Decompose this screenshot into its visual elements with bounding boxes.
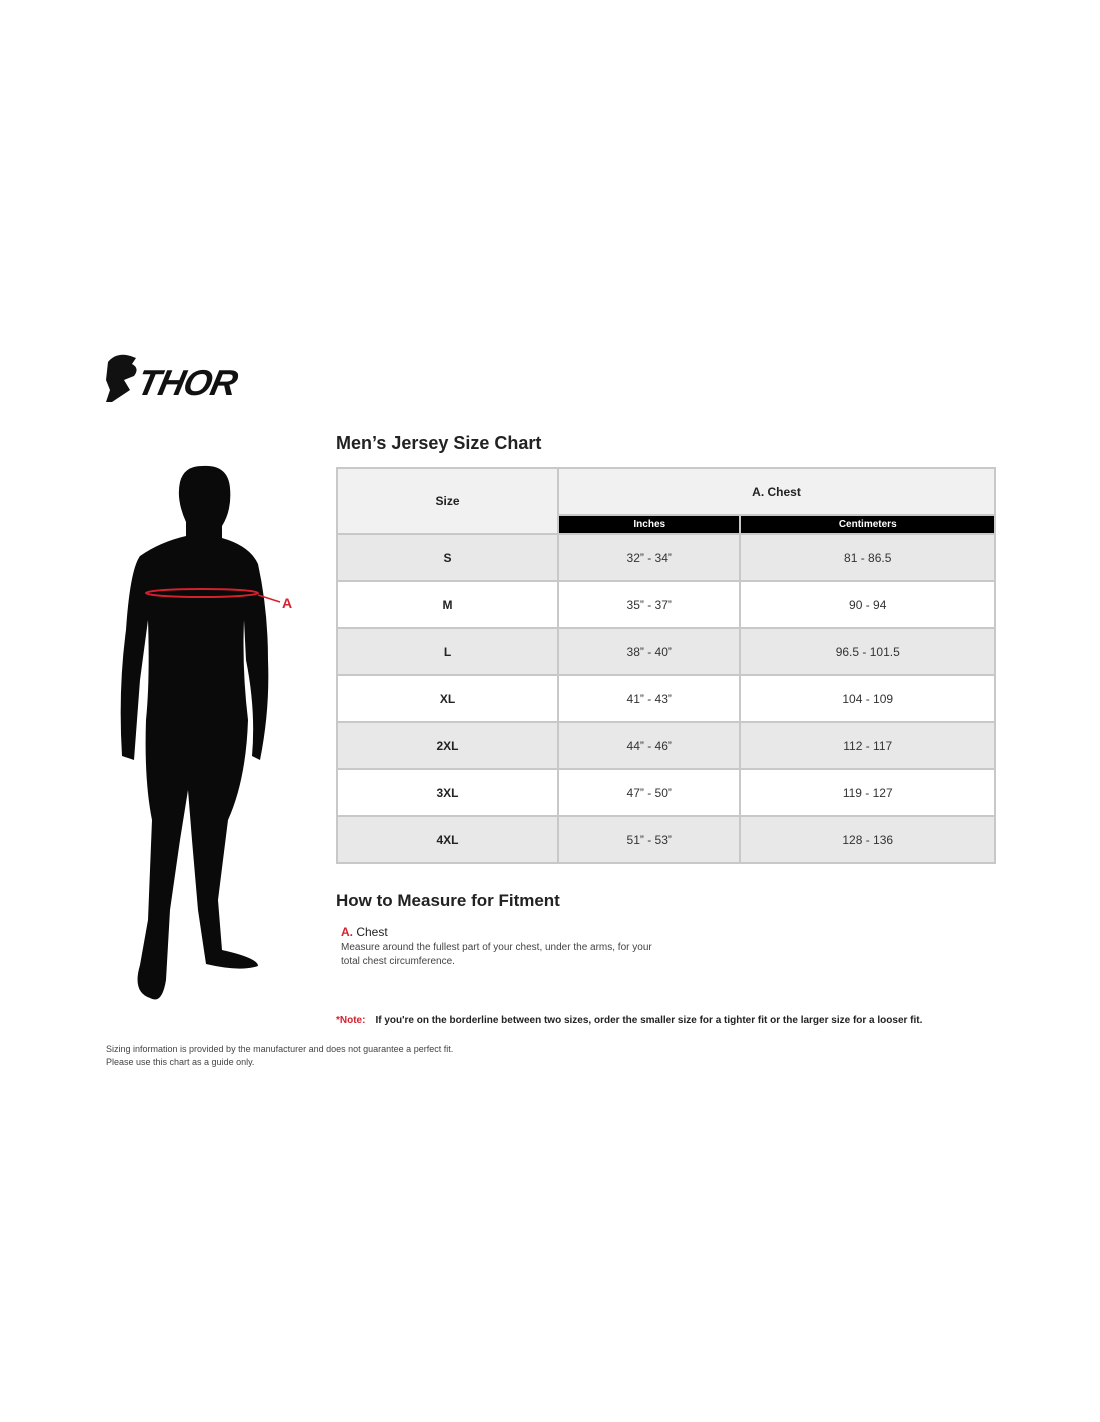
inches-cell: 35” - 37” [556, 580, 742, 629]
thor-helmet-logo [106, 354, 137, 402]
inches-cell: 44” - 46” [556, 721, 742, 770]
thor-logo-text: THOR [133, 362, 241, 403]
size-cell: L [336, 627, 559, 676]
inches-cell: 41” - 43” [556, 674, 742, 723]
header-inches: Inches [556, 514, 742, 535]
size-cell: M [336, 580, 559, 629]
table-row: M 35” - 37” 90 - 94 [336, 580, 996, 629]
body-silhouette: A [120, 465, 292, 1000]
size-cell: 3XL [336, 768, 559, 817]
cm-cell: 112 - 117 [739, 721, 996, 770]
marker-a-label: A [282, 595, 292, 611]
header-centimeters: Centimeters [739, 514, 996, 535]
disclaimer: Sizing information is provided by the ma… [106, 1043, 453, 1069]
table-row: XL 41” - 43” 104 - 109 [336, 674, 996, 723]
table-row: 4XL 51” - 53” 128 - 136 [336, 815, 996, 864]
cm-cell: 128 - 136 [739, 815, 996, 864]
inches-cell: 32” - 34” [556, 533, 742, 582]
table-row: 3XL 47” - 50” 119 - 127 [336, 768, 996, 817]
chest-label: A. Chest [341, 925, 388, 939]
note-label: *Note: [336, 1015, 366, 1026]
cm-cell: 81 - 86.5 [739, 533, 996, 582]
chest-name: Chest [356, 925, 388, 939]
table-row: S 32” - 34” 81 - 86.5 [336, 533, 996, 582]
chest-description: Measure around the fullest part of your … [341, 942, 652, 967]
table-row: L 38” - 40” 96.5 - 101.5 [336, 627, 996, 676]
size-cell: 2XL [336, 721, 559, 770]
size-cell: XL [336, 674, 559, 723]
disclaimer-line: Please use this chart as a guide only. [106, 1057, 255, 1067]
note-text: If you're on the borderline between two … [375, 1015, 923, 1026]
inches-cell: 47” - 50” [556, 768, 742, 817]
note: *Note: If you're on the borderline betwee… [336, 1015, 922, 1026]
size-cell: S [336, 533, 559, 582]
cm-cell: 104 - 109 [739, 674, 996, 723]
chest-letter: A. [341, 925, 353, 939]
inches-cell: 38” - 40” [556, 627, 742, 676]
header-chest: A. Chest [557, 467, 996, 516]
size-table: Size A. Chest Inches Centimeters S 32” - … [336, 467, 996, 864]
chart-title: Men’s Jersey Size Chart [336, 433, 542, 453]
table-row: 2XL 44” - 46” 112 - 117 [336, 721, 996, 770]
size-cell: 4XL [336, 815, 559, 864]
cm-cell: 90 - 94 [739, 580, 996, 629]
cm-cell: 119 - 127 [739, 768, 996, 817]
inches-cell: 51” - 53” [556, 815, 742, 864]
measure-title: How to Measure for Fitment [336, 891, 560, 910]
disclaimer-line: Sizing information is provided by the ma… [106, 1044, 454, 1054]
header-size: Size [336, 467, 559, 535]
cm-cell: 96.5 - 101.5 [739, 627, 996, 676]
